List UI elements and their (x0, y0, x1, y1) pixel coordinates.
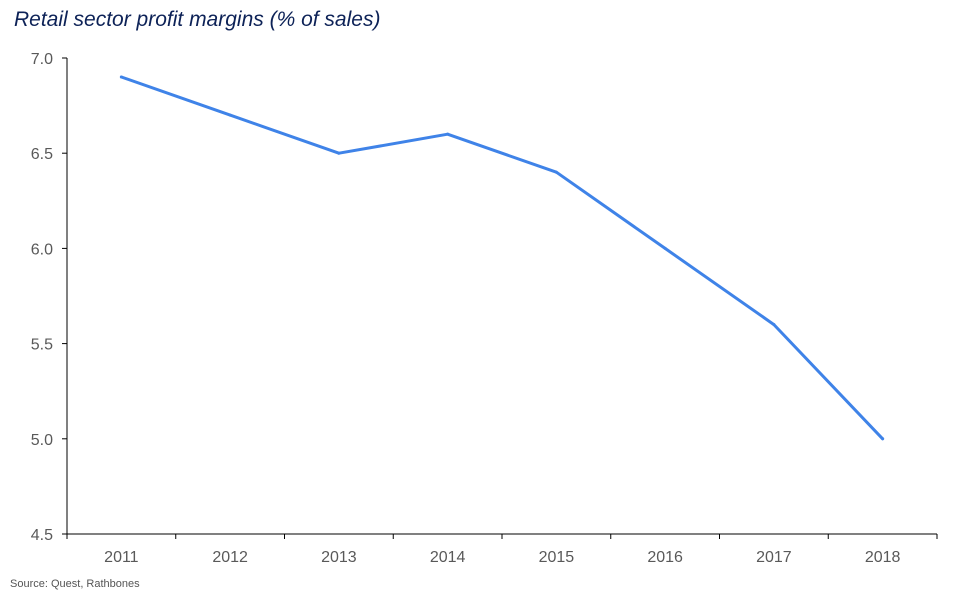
x-axis: 2011 2012 2013 2014 2015 2016 2017 2018 (66, 533, 938, 566)
y-tick-label: 6.5 (31, 146, 53, 163)
x-tick-label: 2016 (647, 549, 683, 566)
x-tick-label: 2018 (865, 549, 901, 566)
y-tick-label: 4.5 (31, 527, 53, 544)
x-tick-label: 2015 (539, 549, 575, 566)
source-note: Source: Quest, Rathbones (10, 578, 140, 590)
y-tick-label: 7.0 (31, 51, 53, 68)
data-point (772, 323, 776, 327)
data-point (228, 113, 232, 117)
data-point (554, 170, 558, 174)
y-tick-label: 6.0 (31, 241, 53, 258)
data-point (881, 437, 885, 441)
data-point (446, 132, 450, 136)
x-tick-label: 2014 (430, 549, 466, 566)
y-axis: 4.5 5.0 5.5 6.0 6.5 7.0 (31, 51, 68, 544)
y-tick-label: 5.5 (31, 337, 53, 354)
y-tick-label: 5.0 (31, 432, 53, 449)
data-point (119, 75, 123, 79)
series (119, 75, 885, 441)
series-line (119, 75, 885, 441)
x-tick-label: 2017 (756, 549, 792, 566)
data-point (663, 246, 667, 250)
x-tick-label: 2011 (104, 549, 139, 566)
x-tick-label: 2012 (212, 549, 248, 566)
chart-title: Retail sector profit margins (% of sales… (14, 8, 381, 31)
x-tick-label: 2013 (321, 549, 357, 566)
data-point (337, 151, 341, 155)
